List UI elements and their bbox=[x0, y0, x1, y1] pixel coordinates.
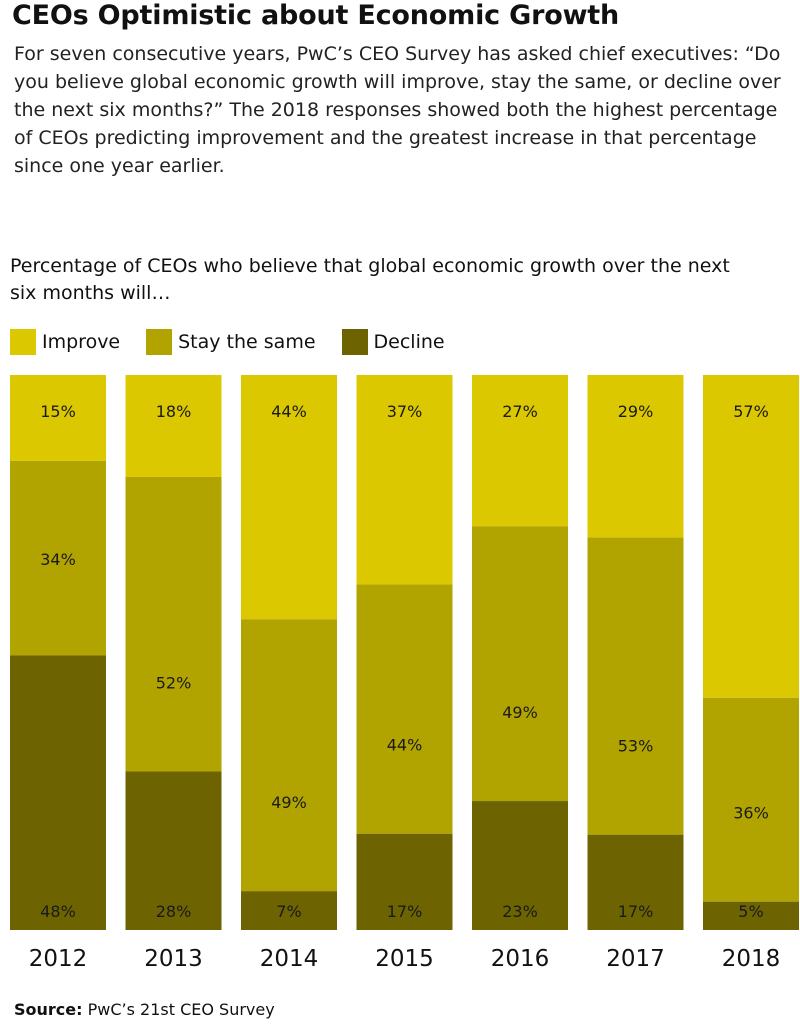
data-label-stay-the-same-2015: 44% bbox=[387, 736, 423, 755]
data-label-stay-the-same-2017: 53% bbox=[618, 737, 654, 756]
bar-decline-2013 bbox=[125, 771, 222, 930]
x-tick-label-2014: 2014 bbox=[260, 946, 319, 970]
chart-legend: Improve Stay the same Decline bbox=[10, 327, 471, 357]
data-label-improve-2015: 37% bbox=[387, 402, 423, 421]
bar-decline-2015 bbox=[356, 833, 453, 930]
data-label-decline-2015: 17% bbox=[387, 902, 423, 921]
bar-improve-2014 bbox=[241, 375, 337, 620]
bar-stay-the-same-2018 bbox=[703, 697, 799, 902]
data-label-decline-2018: 5% bbox=[738, 902, 763, 921]
bar-stay-the-same-2012 bbox=[10, 460, 106, 656]
bar-stay-the-same-2017 bbox=[587, 537, 684, 835]
legend-label-decline: Decline bbox=[373, 331, 445, 353]
bar-improve-2016 bbox=[472, 375, 568, 527]
legend-item-improve: Improve bbox=[10, 329, 120, 355]
bar-stay-the-same-2014 bbox=[241, 619, 337, 892]
source-text: PwC’s 21st CEO Survey bbox=[87, 1000, 275, 1019]
x-tick-label-2018: 2018 bbox=[722, 946, 781, 970]
legend-label-improve: Improve bbox=[42, 331, 121, 353]
bar-decline-2012 bbox=[10, 655, 106, 930]
data-label-stay-the-same-2018: 36% bbox=[733, 804, 769, 823]
data-label-improve-2018: 57% bbox=[733, 402, 769, 421]
x-tick-label-2017: 2017 bbox=[606, 946, 665, 970]
data-label-improve-2013: 18% bbox=[156, 402, 192, 421]
data-label-stay-the-same-2012: 34% bbox=[40, 550, 76, 569]
legend-swatch-stay-the-same bbox=[146, 329, 173, 355]
bar-decline-2014 bbox=[241, 891, 337, 930]
source-label: Source: bbox=[14, 1000, 83, 1019]
bar-improve-2017 bbox=[587, 375, 684, 538]
data-label-decline-2012: 48% bbox=[40, 902, 76, 921]
bar-decline-2016 bbox=[472, 801, 568, 930]
x-tick-label-2015: 2015 bbox=[375, 946, 434, 970]
bar-decline-2017 bbox=[587, 834, 684, 930]
bar-improve-2018 bbox=[703, 375, 799, 698]
bar-stay-the-same-2013 bbox=[125, 476, 222, 772]
data-label-improve-2017: 29% bbox=[618, 402, 654, 421]
chart-title: Percentage of CEOs who believe that glob… bbox=[10, 255, 730, 304]
bar-improve-2013 bbox=[125, 375, 222, 477]
x-tick-label-2012: 2012 bbox=[29, 946, 88, 970]
bar-decline-2018 bbox=[703, 901, 799, 930]
x-tick-label-2016: 2016 bbox=[491, 946, 550, 970]
data-label-stay-the-same-2013: 52% bbox=[156, 673, 192, 692]
data-label-improve-2012: 15% bbox=[40, 402, 76, 421]
legend-swatch-decline bbox=[341, 329, 368, 355]
data-label-decline-2016: 23% bbox=[502, 902, 538, 921]
source-note: Source: PwC’s 21st CEO Survey bbox=[14, 1000, 275, 1019]
data-label-decline-2013: 28% bbox=[156, 902, 192, 921]
bar-stay-the-same-2015 bbox=[356, 584, 453, 834]
legend-label-stay-the-same: Stay the same bbox=[178, 331, 316, 353]
x-tick-label-2013: 2013 bbox=[144, 946, 203, 970]
bar-stay-the-same-2016 bbox=[472, 526, 568, 802]
page-title: CEOs Optimistic about Economic Growth bbox=[12, 0, 620, 31]
legend-item-stay-the-same: Stay the same bbox=[146, 329, 316, 355]
data-label-stay-the-same-2016: 49% bbox=[502, 703, 538, 722]
intro-paragraph: For seven consecutive years, PwC’s CEO S… bbox=[14, 43, 781, 177]
bar-improve-2015 bbox=[356, 375, 453, 585]
data-label-decline-2017: 17% bbox=[618, 902, 654, 921]
data-label-improve-2014: 44% bbox=[271, 402, 307, 421]
legend-swatch-improve bbox=[10, 329, 36, 355]
data-label-improve-2016: 27% bbox=[502, 402, 538, 421]
stacked-bar-chart: 15% 34% 48% 2012 18% 52% 28% 2013 44% 49% 7% 2014 37… bbox=[10, 375, 799, 970]
data-label-stay-the-same-2014: 49% bbox=[271, 793, 307, 812]
legend-item-decline: Decline bbox=[341, 329, 445, 355]
bar-improve-2012 bbox=[10, 375, 106, 461]
data-label-decline-2014: 7% bbox=[276, 902, 301, 921]
